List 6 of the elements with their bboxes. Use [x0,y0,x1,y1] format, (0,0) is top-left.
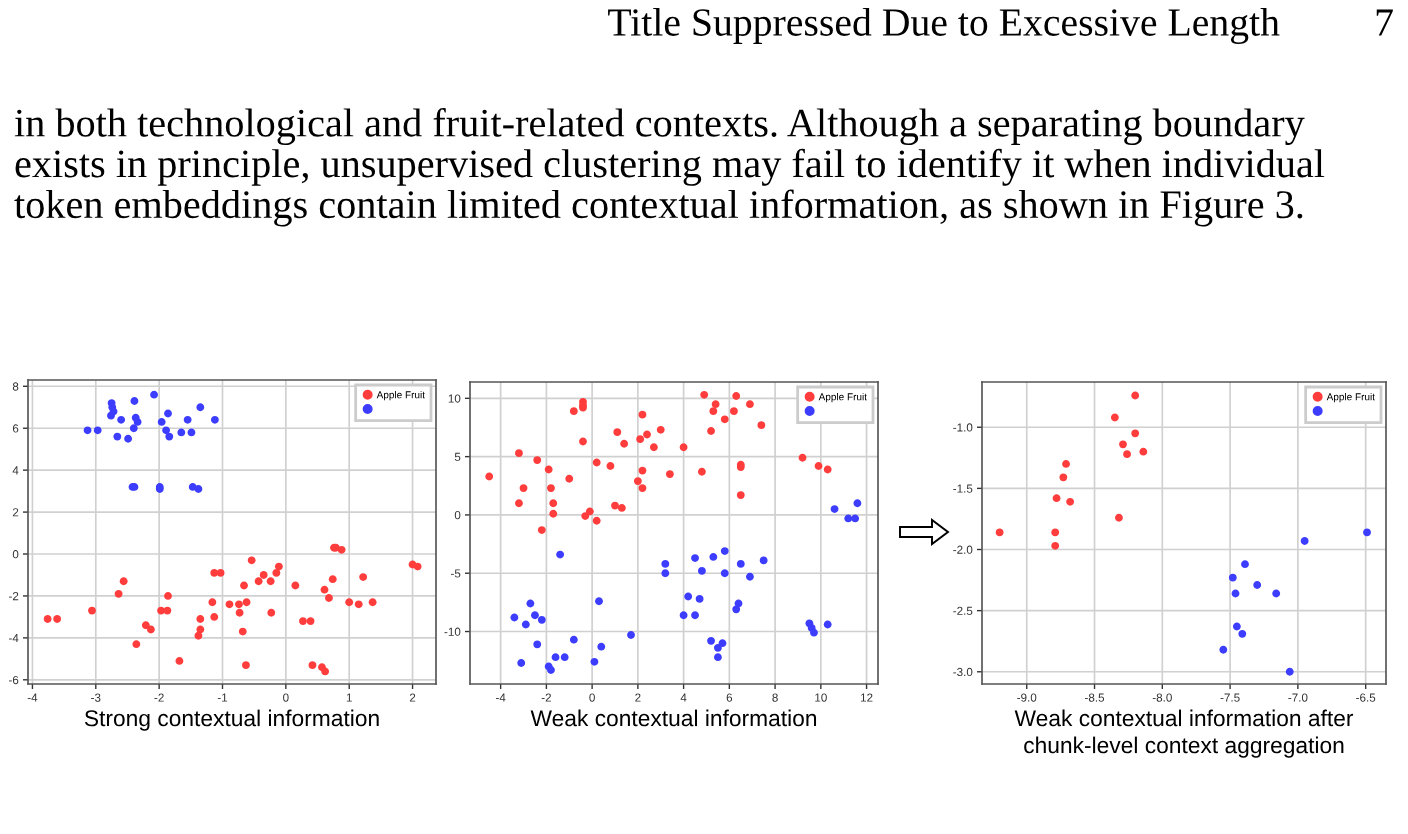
x-axis-title: Strong contextual information [84,709,379,731]
text: Title Suppressed Due to Excessive Length [608,7,1280,45]
x-axis-title: Weak contextual information [530,709,817,727]
text: 7 [1376,9,1393,36]
x-axis-title: Weak contextual information after chunk-level context aggregation [1014,709,1354,758]
text: in both technological and fruit-related contexts. Although a separating boundary exists in principle, unsupervised clustering may fail to identify it when individual token embeddings contain limited contextual information, as shown in Figure 3. [14,108,1325,227]
